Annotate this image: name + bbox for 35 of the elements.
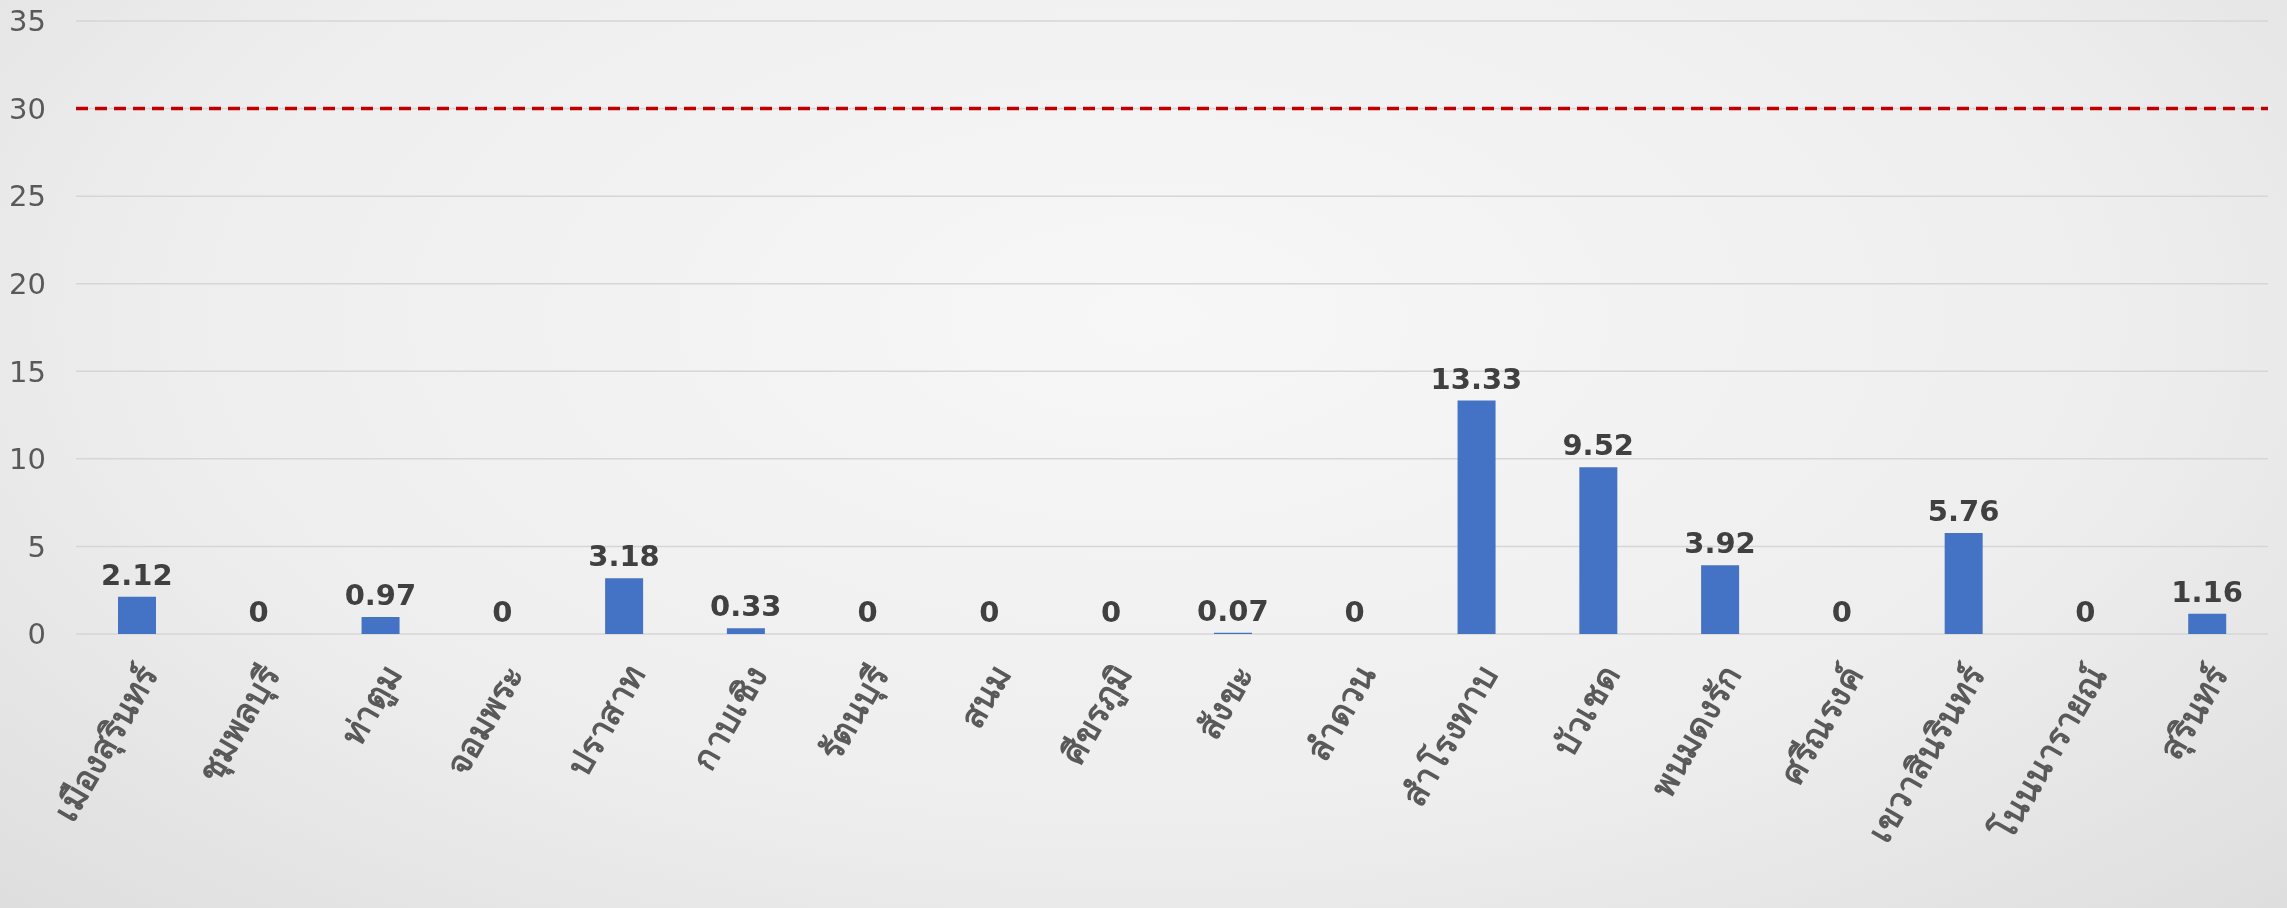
data-label: 0.07 bbox=[1197, 593, 1269, 628]
bar bbox=[1701, 565, 1740, 634]
y-tick-label: 10 bbox=[9, 442, 46, 477]
y-tick-label: 5 bbox=[27, 529, 46, 564]
bar bbox=[1944, 533, 1983, 634]
data-label: 0.97 bbox=[344, 578, 417, 613]
data-label: 0 bbox=[979, 595, 1000, 629]
y-tick-label: 0 bbox=[27, 617, 46, 652]
y-tick-label: 30 bbox=[9, 91, 46, 126]
bar bbox=[118, 596, 156, 634]
bar bbox=[726, 628, 765, 634]
data-label: 0 bbox=[1831, 595, 1852, 629]
y-tick-label: 15 bbox=[9, 354, 46, 389]
y-tick-label: 20 bbox=[9, 267, 46, 302]
data-label: 3.92 bbox=[1684, 526, 1756, 561]
y-tick-label: 25 bbox=[9, 179, 46, 214]
data-label: 9.52 bbox=[1562, 428, 1634, 463]
data-label: 0 bbox=[857, 595, 878, 629]
y-tick-label: 35 bbox=[9, 4, 46, 39]
data-label: 0 bbox=[1101, 595, 1122, 629]
data-label: 2.12 bbox=[101, 557, 173, 592]
data-label: 0 bbox=[1344, 595, 1365, 629]
data-label: 3.18 bbox=[588, 539, 660, 574]
data-label: 0.33 bbox=[710, 589, 782, 624]
data-label: 13.33 bbox=[1430, 361, 1523, 396]
data-label: 0 bbox=[492, 595, 513, 629]
data-label: 0 bbox=[2075, 595, 2096, 629]
data-label: 5.76 bbox=[1927, 494, 2000, 529]
data-label: 0 bbox=[248, 595, 269, 629]
bar bbox=[1457, 400, 1496, 634]
bar bbox=[2188, 613, 2227, 634]
bar bbox=[361, 617, 400, 634]
bar bbox=[605, 578, 644, 634]
bar bbox=[1579, 467, 1618, 634]
data-label: 1.16 bbox=[2171, 574, 2243, 609]
